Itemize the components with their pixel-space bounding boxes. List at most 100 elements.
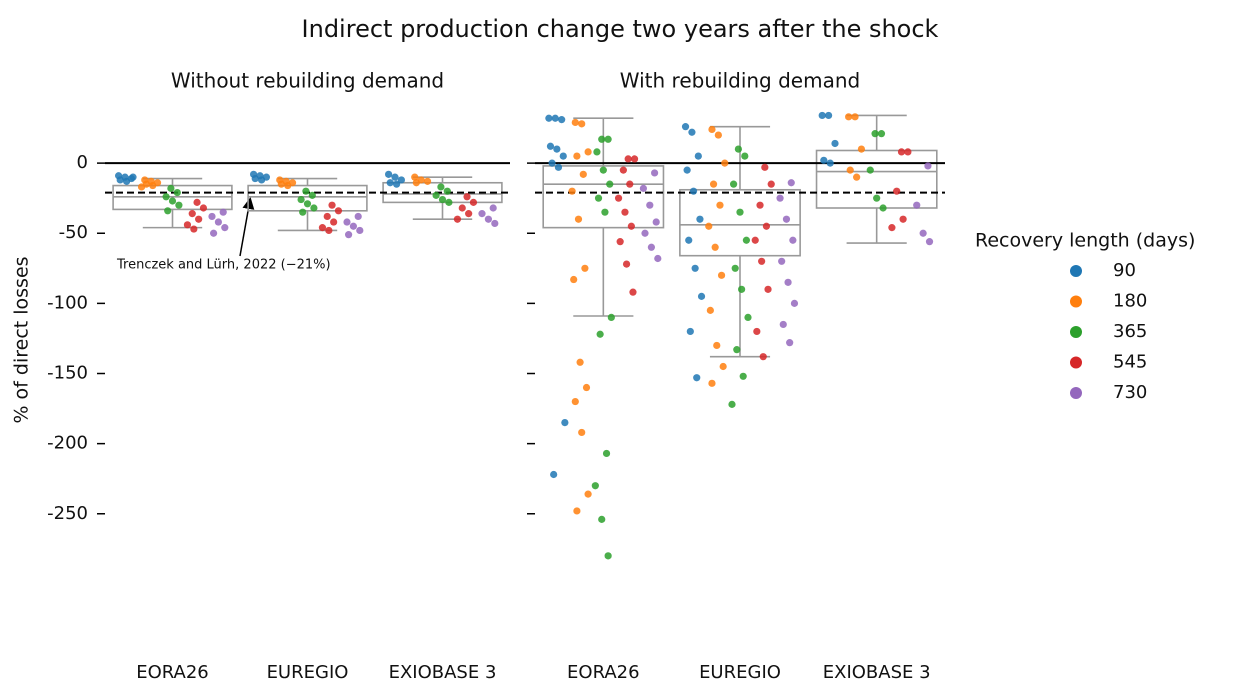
point	[825, 111, 833, 120]
point	[129, 173, 137, 181]
point	[116, 176, 124, 184]
point	[683, 166, 691, 174]
point	[568, 187, 576, 195]
x-tick-label: EXIOBASE 3	[823, 662, 931, 683]
point	[258, 176, 266, 184]
point	[753, 327, 761, 336]
point	[602, 449, 611, 458]
legend-marker	[1070, 356, 1082, 369]
point	[730, 180, 738, 188]
point	[303, 200, 312, 208]
point	[904, 148, 912, 156]
point	[614, 194, 623, 202]
point	[606, 180, 614, 188]
point	[705, 222, 713, 230]
point	[453, 215, 462, 223]
point	[164, 207, 172, 215]
point	[762, 222, 771, 230]
figure-title: Indirect production change two years aft…	[302, 15, 939, 43]
point	[709, 180, 718, 188]
point	[397, 176, 405, 184]
legend-label: 90	[1113, 260, 1136, 281]
point	[686, 327, 694, 336]
point	[607, 313, 615, 322]
point	[593, 148, 601, 156]
point	[598, 135, 606, 143]
point	[491, 219, 499, 228]
point	[149, 181, 157, 190]
point	[193, 198, 201, 206]
point	[756, 201, 764, 209]
point	[616, 238, 624, 246]
box	[679, 188, 801, 257]
point	[871, 130, 879, 138]
point	[790, 299, 799, 307]
legend-marker	[1070, 265, 1082, 277]
point	[851, 113, 859, 121]
point	[458, 204, 466, 212]
point	[391, 173, 399, 181]
point	[308, 191, 316, 199]
point	[706, 306, 714, 314]
point	[551, 114, 559, 122]
point	[349, 222, 357, 230]
point	[857, 145, 866, 153]
point	[641, 229, 649, 237]
panel-title: Without rebuilding demand	[171, 69, 444, 93]
point	[879, 204, 887, 212]
y-axis-label: % of direct losses	[11, 256, 33, 423]
point	[578, 428, 586, 437]
point	[310, 204, 318, 212]
point	[553, 145, 561, 153]
point	[596, 330, 604, 338]
point	[688, 128, 696, 136]
point	[741, 152, 749, 160]
point	[924, 162, 932, 170]
point	[696, 215, 704, 223]
x-tick-label: EORA26	[567, 662, 640, 683]
point	[299, 208, 307, 216]
point	[584, 490, 592, 498]
point	[175, 201, 183, 209]
point	[820, 156, 828, 164]
point	[630, 155, 639, 163]
point	[393, 180, 401, 188]
legend-title: Recovery length (days)	[975, 230, 1195, 252]
point	[330, 218, 338, 226]
point	[173, 188, 181, 197]
point	[776, 194, 784, 202]
point	[728, 400, 736, 408]
point	[622, 260, 631, 268]
point	[465, 210, 473, 218]
point	[925, 238, 934, 246]
point	[354, 212, 362, 221]
point	[478, 210, 486, 218]
point	[386, 179, 394, 187]
point	[251, 174, 259, 183]
point	[599, 166, 607, 174]
x-tick-label: EXIOBASE 3	[389, 662, 497, 683]
point	[438, 195, 447, 204]
point	[548, 159, 556, 167]
point	[546, 142, 555, 150]
y-tick-label: -250	[47, 503, 88, 524]
point	[445, 198, 453, 206]
y-tick-label: 0	[77, 152, 88, 173]
point	[195, 215, 203, 223]
annotation: Trenczek and Lürh, 2022 (−21%)	[116, 258, 331, 273]
point	[787, 179, 795, 187]
point	[571, 397, 579, 406]
point	[697, 292, 706, 300]
point	[463, 193, 471, 201]
point	[432, 191, 440, 199]
point	[489, 204, 497, 212]
point	[866, 166, 874, 174]
point	[443, 187, 451, 195]
point	[604, 552, 612, 560]
point	[210, 229, 218, 237]
box	[247, 184, 368, 212]
point	[323, 212, 331, 221]
point	[764, 285, 772, 293]
point	[639, 184, 648, 192]
